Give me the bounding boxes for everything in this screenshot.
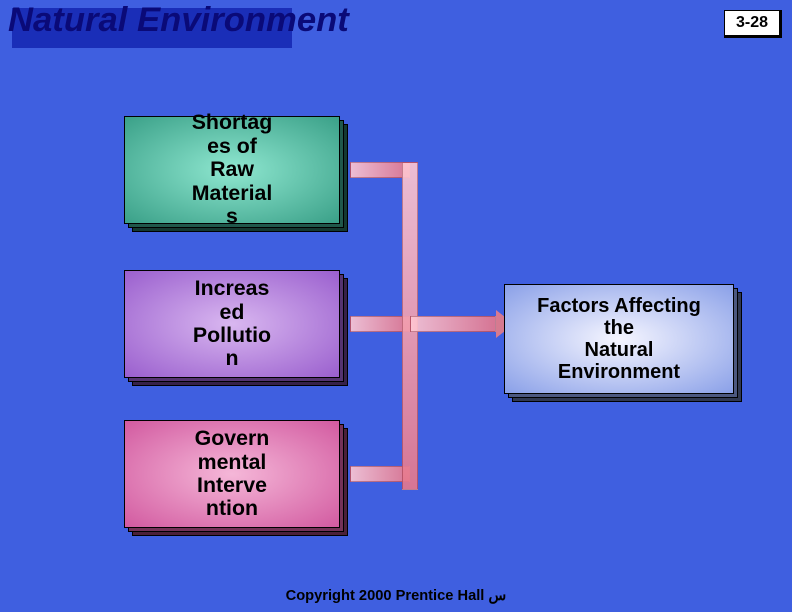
page-number: 3-28 <box>724 10 780 36</box>
connector-to-factors <box>410 316 496 332</box>
page-number-badge: 3-28 <box>724 10 782 38</box>
slide: Natural Environment 3-28 Shortages ofRaw… <box>0 0 792 612</box>
box-pollution: IncreasedPollution <box>124 270 340 378</box>
box-label: Shortages ofRawMaterials <box>124 116 340 224</box>
copyright-footer: Copyright 2000 Prentice Hall س <box>0 587 792 604</box>
connector-from-government <box>350 466 410 482</box>
connector-from-pollution <box>350 316 410 332</box>
slide-title: Natural Environment <box>6 2 351 38</box>
connector-from-shortages <box>350 162 410 178</box>
box-shortages: Shortages ofRawMaterials <box>124 116 340 224</box>
box-label: GovernmentalIntervention <box>124 420 340 528</box>
box-factors: Factors AffectingtheNaturalEnvironment <box>504 284 734 394</box>
box-government: GovernmentalIntervention <box>124 420 340 528</box>
box-label: IncreasedPollution <box>124 270 340 378</box>
box-label: Factors AffectingtheNaturalEnvironment <box>504 284 734 394</box>
slide-title-wrap: Natural Environment <box>6 2 351 38</box>
